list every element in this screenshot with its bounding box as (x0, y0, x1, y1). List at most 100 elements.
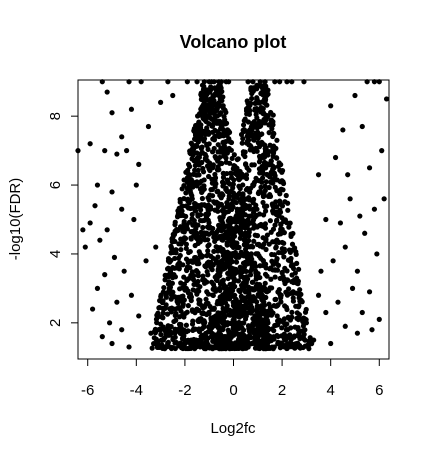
data-point (258, 167, 264, 174)
chart-title: Volcano plot (180, 32, 287, 52)
data-point (238, 293, 244, 299)
data-point (181, 229, 187, 235)
data-point (241, 303, 247, 309)
data-point (188, 235, 194, 241)
data-point (281, 218, 287, 224)
data-point (184, 345, 190, 352)
data-point (170, 275, 176, 281)
data-point (201, 98, 207, 105)
data-point (203, 131, 209, 137)
data-point (143, 258, 149, 264)
data-point (157, 326, 163, 332)
data-point (330, 258, 336, 264)
data-point (217, 245, 223, 251)
data-point (168, 309, 174, 315)
data-point (247, 326, 254, 332)
data-point (168, 292, 175, 298)
data-point (315, 292, 322, 298)
data-point (179, 208, 185, 214)
data-point (259, 131, 265, 137)
data-point (295, 340, 301, 346)
data-point (205, 102, 211, 108)
data-point (247, 147, 253, 153)
data-point (211, 234, 217, 240)
data-point (237, 344, 244, 350)
x-tick-label: -2 (178, 382, 191, 399)
data-point (109, 340, 115, 347)
data-point (229, 219, 235, 225)
data-point (175, 294, 181, 300)
data-point (188, 258, 194, 264)
data-point (149, 345, 155, 351)
data-point (240, 251, 246, 257)
data-point (94, 285, 101, 291)
data-point (245, 344, 251, 350)
data-point (181, 236, 187, 243)
data-point (274, 155, 280, 161)
data-point (178, 280, 184, 286)
data-point (191, 146, 197, 152)
data-point (204, 289, 210, 295)
data-point (202, 263, 208, 269)
data-point (188, 140, 194, 146)
data-point (298, 291, 304, 297)
data-point (180, 335, 186, 341)
data-point (277, 191, 283, 197)
data-point (263, 93, 270, 99)
data-point (268, 158, 274, 164)
data-point (166, 285, 172, 292)
data-point (168, 345, 175, 352)
data-point (366, 289, 373, 295)
data-point (303, 306, 309, 313)
data-point (298, 334, 305, 340)
data-point (176, 265, 182, 271)
data-point (288, 233, 294, 240)
data-point (87, 141, 93, 147)
data-point (285, 200, 291, 206)
data-point (281, 240, 287, 246)
data-point (170, 234, 176, 240)
data-point (206, 242, 212, 248)
data-point (285, 314, 291, 320)
data-point (213, 107, 220, 114)
data-point (163, 294, 169, 300)
data-point (202, 151, 208, 158)
data-point (197, 344, 203, 350)
data-point (242, 259, 248, 265)
y-tick-label: 6 (47, 181, 64, 189)
data-point (208, 187, 214, 193)
data-point (109, 189, 115, 195)
data-point (202, 155, 208, 161)
data-point (279, 168, 286, 174)
data-point (300, 323, 306, 329)
data-point (220, 103, 226, 109)
data-point (251, 238, 257, 244)
data-point (222, 233, 228, 239)
data-point (195, 278, 201, 285)
data-point (204, 224, 211, 230)
data-point (266, 130, 272, 136)
data-point (283, 304, 289, 310)
data-point (211, 322, 217, 328)
data-point (291, 334, 297, 340)
data-point (281, 254, 287, 260)
data-point (252, 214, 258, 220)
data-point (238, 231, 244, 237)
data-point (209, 292, 216, 298)
data-point (176, 255, 182, 261)
data-point (240, 136, 246, 142)
data-point (218, 266, 224, 272)
data-point (206, 141, 212, 147)
data-point (234, 156, 240, 163)
data-point (229, 250, 236, 257)
data-point (223, 109, 229, 115)
data-point (292, 345, 298, 351)
data-point (250, 120, 256, 126)
data-point (196, 288, 202, 294)
data-point (196, 172, 202, 178)
data-point (315, 172, 322, 178)
data-point (201, 324, 207, 330)
data-point (162, 272, 168, 278)
data-point (188, 229, 194, 235)
data-point (212, 180, 218, 186)
